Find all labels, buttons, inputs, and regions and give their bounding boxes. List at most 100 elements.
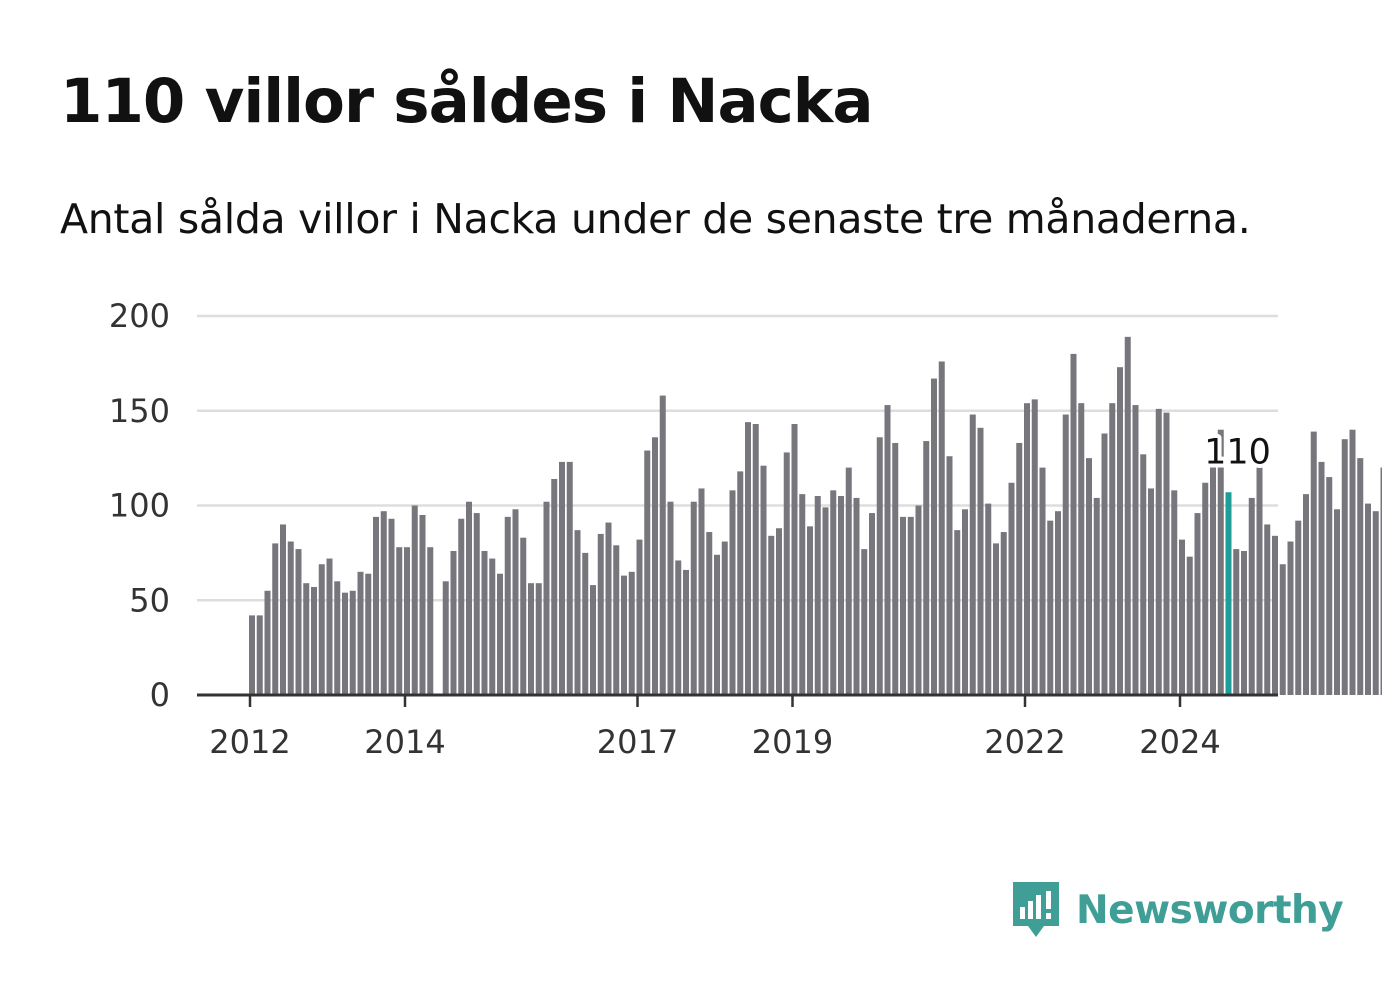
x-axis: 2012 2014 2017 2019 2022 2024 bbox=[197, 693, 1278, 761]
bar bbox=[1163, 412, 1170, 695]
bar bbox=[659, 395, 666, 695]
bar bbox=[1186, 556, 1193, 695]
bar bbox=[1132, 405, 1139, 695]
bar bbox=[543, 501, 550, 695]
bar bbox=[1008, 482, 1015, 695]
bar bbox=[1334, 509, 1340, 695]
bar bbox=[427, 547, 434, 695]
y-tick-label: 0 bbox=[150, 676, 170, 714]
bar bbox=[954, 530, 961, 695]
bar bbox=[876, 437, 883, 695]
bar bbox=[466, 501, 472, 695]
bar bbox=[535, 583, 542, 695]
bar bbox=[838, 496, 844, 695]
bar bbox=[450, 550, 457, 695]
bar bbox=[528, 583, 534, 695]
bar bbox=[404, 547, 410, 695]
bar bbox=[1256, 460, 1263, 695]
bar bbox=[1109, 403, 1116, 695]
bar bbox=[396, 547, 403, 695]
bar bbox=[280, 524, 286, 695]
bar bbox=[729, 490, 736, 695]
bar bbox=[1024, 403, 1030, 695]
bar bbox=[357, 571, 364, 695]
bar bbox=[760, 465, 767, 695]
bar bbox=[597, 533, 604, 695]
bar bbox=[590, 585, 596, 695]
bar bbox=[799, 494, 806, 695]
bar bbox=[628, 571, 635, 695]
bar bbox=[311, 586, 317, 695]
bar bbox=[551, 478, 558, 695]
bar bbox=[504, 516, 511, 695]
bar bbox=[830, 490, 837, 695]
bar bbox=[512, 509, 519, 695]
bar bbox=[752, 424, 759, 695]
bar bbox=[621, 575, 627, 695]
bar bbox=[1140, 454, 1147, 695]
bar bbox=[264, 590, 271, 695]
bar bbox=[1093, 497, 1100, 695]
bar bbox=[962, 509, 968, 695]
bar bbox=[326, 558, 333, 695]
bar bbox=[303, 583, 310, 695]
bar bbox=[768, 535, 775, 695]
bar bbox=[822, 507, 829, 695]
x-tick-label: 2024 bbox=[1139, 723, 1220, 761]
bar bbox=[993, 543, 999, 695]
bar bbox=[1078, 403, 1085, 695]
bar bbox=[1217, 429, 1224, 695]
bar bbox=[1326, 477, 1333, 695]
newsworthy-logo-icon bbox=[1013, 882, 1059, 937]
bar bbox=[745, 422, 751, 695]
x-tick-label: 2014 bbox=[364, 723, 445, 761]
y-axis-labels: 0 50 100 150 200 bbox=[109, 297, 170, 714]
bar bbox=[1031, 399, 1038, 695]
bar bbox=[644, 450, 651, 695]
bar bbox=[845, 467, 852, 695]
bar bbox=[1062, 414, 1069, 695]
bar bbox=[1318, 461, 1325, 695]
bar bbox=[1016, 442, 1023, 695]
bar bbox=[892, 442, 899, 695]
y-tick-label: 150 bbox=[109, 392, 170, 430]
bar bbox=[1070, 353, 1077, 695]
callout-label: 110 bbox=[1204, 433, 1271, 473]
bar bbox=[489, 558, 496, 695]
bar bbox=[373, 516, 379, 695]
bar bbox=[938, 361, 945, 695]
bar bbox=[1210, 458, 1216, 695]
bar bbox=[1264, 524, 1271, 695]
bar bbox=[559, 461, 565, 695]
bar bbox=[675, 560, 682, 695]
bar bbox=[1117, 367, 1123, 695]
bar bbox=[249, 615, 255, 695]
bar bbox=[1295, 520, 1302, 695]
bar bbox=[1241, 550, 1247, 695]
bar bbox=[419, 514, 426, 695]
y-tick-label: 50 bbox=[129, 581, 170, 619]
bar bbox=[915, 505, 922, 695]
bar bbox=[1055, 511, 1061, 695]
bar bbox=[497, 573, 503, 695]
bar bbox=[652, 437, 658, 695]
bar bbox=[1179, 539, 1185, 695]
bar bbox=[481, 550, 488, 695]
bar bbox=[1086, 458, 1092, 695]
bar bbox=[861, 549, 868, 695]
bar bbox=[714, 554, 720, 695]
y-tick-label: 200 bbox=[109, 297, 170, 335]
bar bbox=[791, 424, 798, 695]
bar bbox=[683, 569, 689, 695]
bar bbox=[807, 526, 813, 695]
bar bbox=[667, 501, 674, 695]
bar bbox=[1357, 458, 1364, 695]
bar bbox=[582, 552, 589, 695]
bar bbox=[1310, 431, 1317, 695]
bar bbox=[1047, 520, 1054, 695]
brand-name: Newsworthy bbox=[1076, 887, 1344, 933]
bar bbox=[1194, 513, 1201, 695]
bar bbox=[1272, 535, 1278, 695]
x-tick-label: 2012 bbox=[209, 723, 290, 761]
bar bbox=[853, 497, 860, 695]
